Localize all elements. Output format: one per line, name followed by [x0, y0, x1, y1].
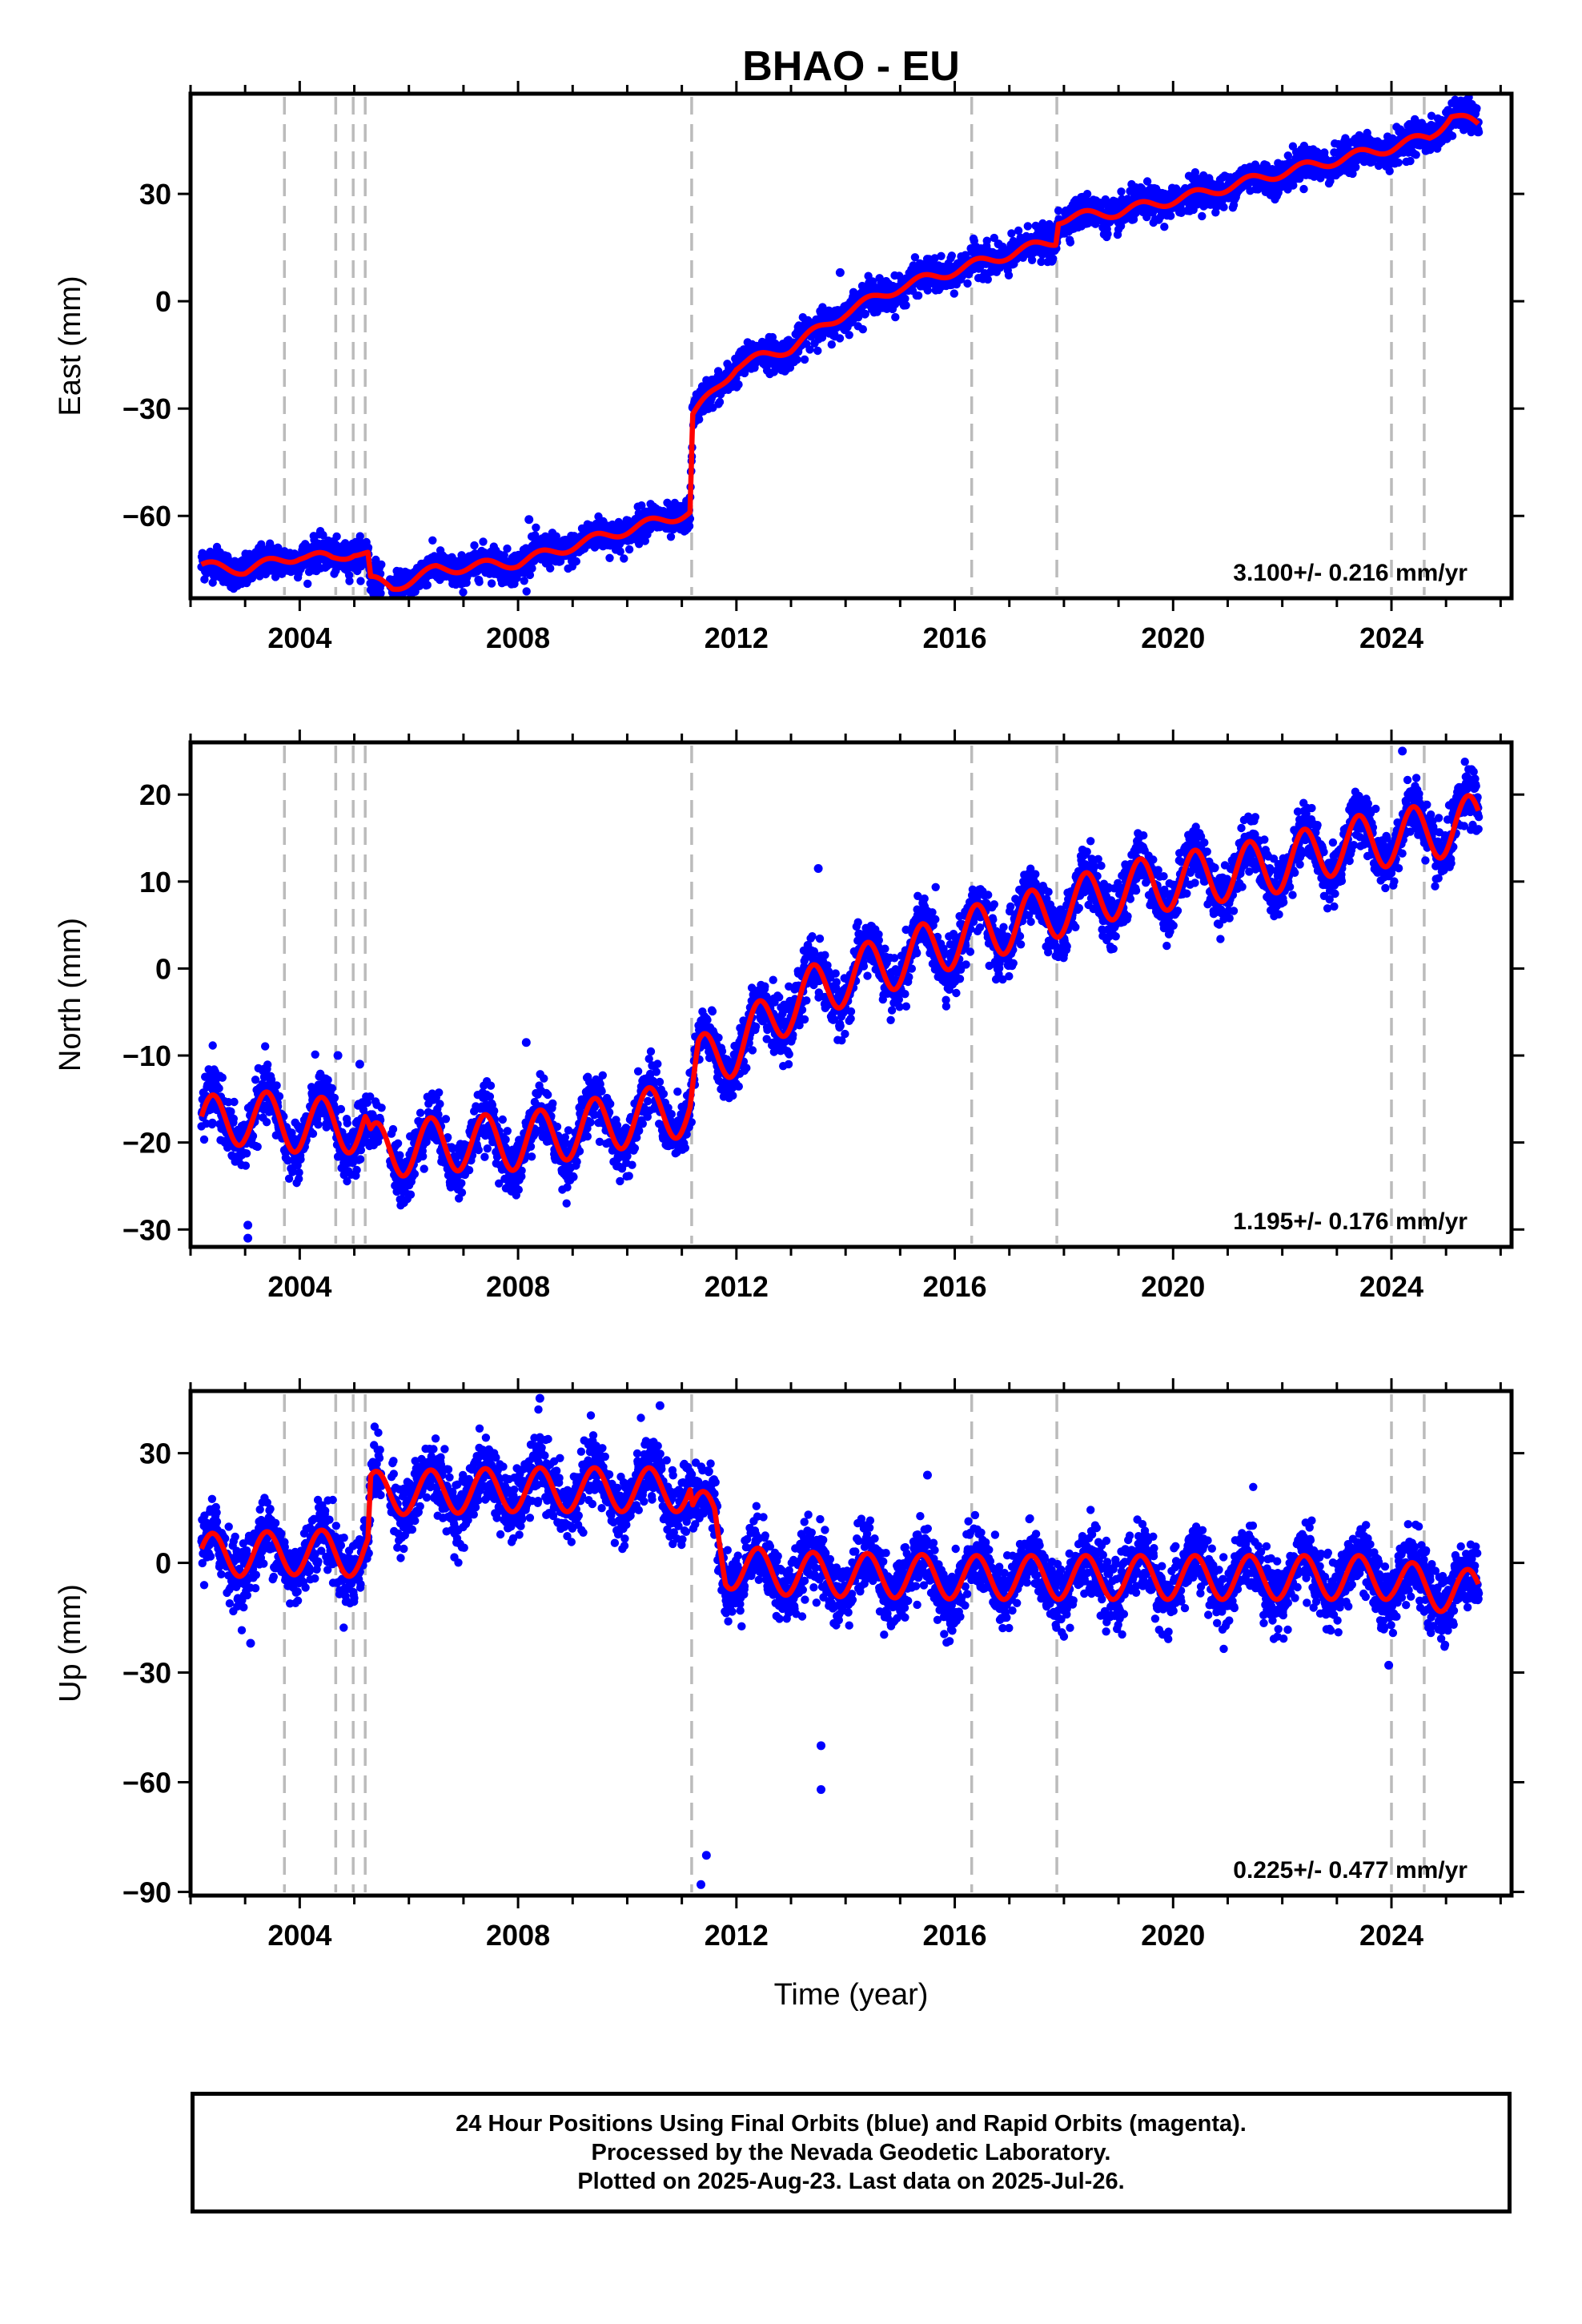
- model-curve-north: [199, 793, 1481, 1179]
- outlier-point-up-8: [246, 1638, 255, 1648]
- panel-up: 2004 2008 2012 2016 2020 2024 −90 −60 −30 0 30 Up (…: [54, 1378, 1524, 1952]
- x-tick-label-up-2008: 2008: [486, 1919, 550, 1952]
- panels-group: 2004 2008 2012 2016 2020 2024 −60 −30 0 30 East (m…: [54, 81, 1524, 1952]
- model-curve-up: [199, 1465, 1481, 1614]
- y-tick-label-north-1: −20: [122, 1127, 171, 1160]
- frame-up: [188, 1389, 1514, 1898]
- chart-title: BHAO - EU: [742, 43, 960, 90]
- x-tick-label-east-2012: 2012: [705, 621, 769, 654]
- footer-line-processor: Processed by the Nevada Geodetic Laborat…: [591, 2140, 1111, 2165]
- x-tick-label-north-2020: 2020: [1141, 1270, 1205, 1303]
- y-tick-label-up-2: −30: [122, 1657, 171, 1690]
- outlier-point-up-5: [655, 1401, 665, 1410]
- model-curve-east: [199, 112, 1481, 593]
- outlier-point-north-5: [333, 1051, 343, 1060]
- x-axis-title: Time (year): [774, 1978, 929, 2012]
- time-series-figure: BHAO - EU 2004 2008 2012 2016 2020 2024 −60 −30…: [54, 43, 1524, 2012]
- outlier-point-up-4: [535, 1393, 544, 1403]
- x-tick-label-east-2004: 2004: [267, 621, 331, 654]
- outlier-point-north-0: [243, 1233, 253, 1243]
- x-tick-label-east-2008: 2008: [486, 621, 550, 654]
- points-north: [197, 746, 1484, 1243]
- frame-east: [188, 91, 1514, 601]
- data-points-east: [197, 94, 1484, 598]
- rate-label-east: 3.100+/- 0.216 mm/yr: [1233, 560, 1468, 586]
- data-points-north: [197, 757, 1484, 1210]
- outlier-point-up-7: [922, 1470, 932, 1480]
- outlier-point-north-1: [243, 1220, 253, 1230]
- y-axis-title-north: North (mm): [54, 918, 87, 1072]
- x-tick-label-up-2004: 2004: [267, 1919, 331, 1952]
- outlier-point-up-3: [817, 1785, 825, 1795]
- x-tick-label-up-2012: 2012: [705, 1919, 769, 1952]
- y-tick-label-up-3: 0: [155, 1547, 171, 1580]
- y-tick-label-up-0: −90: [122, 1876, 171, 1908]
- y-tick-label-up-1: −60: [122, 1766, 171, 1799]
- outlier-point-north-6: [355, 1059, 364, 1069]
- y-tick-label-north-4: 10: [139, 866, 171, 899]
- outlier-point-up-6: [1384, 1660, 1394, 1670]
- footer-line-dates: Plotted on 2025-Aug-23. Last data on 202…: [577, 2169, 1125, 2194]
- outlier-point-east-2: [606, 522, 616, 532]
- y-axis-title-east: East (mm): [54, 275, 87, 416]
- y-axis-title-up: Up (mm): [54, 1584, 87, 1703]
- points-east: [197, 94, 1484, 598]
- y-tick-label-east-2: 0: [155, 285, 171, 318]
- footer-line-orbits: 24 Hour Positions Using Final Orbits (bl…: [456, 2111, 1247, 2137]
- outlier-point-east-0: [835, 267, 845, 277]
- x-tick-label-up-2024: 2024: [1359, 1919, 1423, 1952]
- x-tick-label-up-2020: 2020: [1141, 1919, 1205, 1952]
- x-tick-label-north-2004: 2004: [267, 1270, 331, 1303]
- x-tick-label-north-2016: 2016: [922, 1270, 986, 1303]
- outlier-point-north-3: [521, 1038, 531, 1047]
- outlier-point-north-4: [1398, 746, 1407, 756]
- y-tick-label-north-0: −30: [122, 1213, 171, 1246]
- x-tick-label-north-2012: 2012: [705, 1270, 769, 1303]
- y-tick-label-east-1: −30: [122, 392, 171, 425]
- outlier-point-north-2: [813, 864, 823, 873]
- y-tick-label-north-3: 0: [155, 952, 171, 985]
- x-tick-label-north-2024: 2024: [1359, 1270, 1423, 1303]
- x-tick-label-east-2020: 2020: [1141, 621, 1205, 654]
- rate-label-north: 1.195+/- 0.176 mm/yr: [1233, 1208, 1468, 1235]
- x-tick-label-east-2016: 2016: [922, 621, 986, 654]
- panel-east: 2004 2008 2012 2016 2020 2024 −60 −30 0 30 East (m…: [54, 81, 1524, 654]
- rate-label-up: 0.225+/- 0.477 mm/yr: [1233, 1857, 1468, 1884]
- y-tick-label-east-3: 30: [139, 178, 171, 211]
- y-tick-label-north-5: 20: [139, 778, 171, 811]
- y-tick-label-up-4: 30: [139, 1437, 171, 1470]
- x-tick-label-up-2016: 2016: [922, 1919, 986, 1952]
- x-tick-label-north-2008: 2008: [486, 1270, 550, 1303]
- panel-north: 2004 2008 2012 2016 2020 2024 −30 −20 −10 0 10 20 No…: [54, 730, 1524, 1303]
- y-tick-label-north-2: −10: [122, 1039, 171, 1072]
- frame-north: [188, 740, 1514, 1249]
- outlier-point-up-0: [697, 1880, 705, 1889]
- y-tick-label-east-0: −60: [122, 500, 171, 533]
- outlier-point-east-1: [524, 515, 534, 525]
- outlier-point-east-3: [994, 239, 1003, 249]
- x-tick-label-east-2024: 2024: [1359, 621, 1423, 654]
- outlier-point-up-2: [817, 1741, 825, 1751]
- points-up: [197, 1393, 1484, 1889]
- data-points-up: [197, 1405, 1484, 1654]
- processing-info-box: 24 Hour Positions Using Final Orbits (bl…: [191, 2092, 1512, 2213]
- outlier-point-up-1: [701, 1851, 711, 1860]
